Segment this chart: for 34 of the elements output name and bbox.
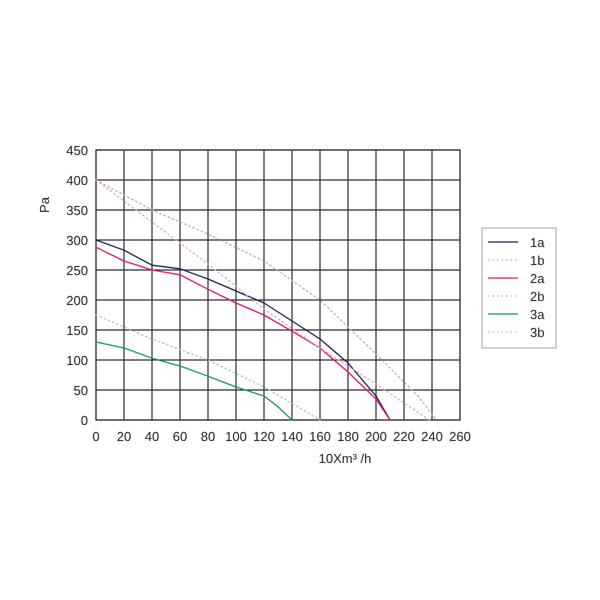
legend-label: 1a — [530, 235, 546, 250]
x-tick-label: 240 — [421, 429, 443, 444]
x-tick-label: 140 — [281, 429, 303, 444]
x-tick-label: 0 — [92, 429, 100, 444]
y-tick-label: 200 — [66, 293, 88, 308]
legend-label: 2a — [530, 271, 546, 286]
x-tick-label: 220 — [393, 429, 415, 444]
y-tick-label: 400 — [66, 173, 88, 188]
y-tick-label: 100 — [66, 353, 88, 368]
y-tick-label: 0 — [80, 413, 88, 428]
x-tick-label: 120 — [253, 429, 275, 444]
line-series — [95, 314, 321, 421]
x-tick-label: 180 — [337, 429, 359, 444]
legend-label: 3b — [530, 325, 544, 340]
y-axis-title: Pa — [37, 196, 52, 213]
x-tick-label: 260 — [449, 429, 471, 444]
legend-label: 2b — [530, 289, 544, 304]
x-tick-label: 20 — [116, 429, 132, 444]
y-tick-label: 450 — [66, 143, 88, 158]
y-tick-label: 150 — [66, 323, 88, 338]
x-tick-label: 60 — [172, 429, 188, 444]
y-tick-label: 350 — [66, 203, 88, 218]
x-tick-label: 200 — [365, 429, 387, 444]
legend-label: 1b — [530, 253, 544, 268]
x-tick-label: 80 — [200, 429, 216, 444]
y-tick-label: 300 — [66, 233, 88, 248]
legend-label: 3a — [530, 307, 546, 322]
y-tick-label: 50 — [74, 383, 88, 398]
x-tick-label: 100 — [225, 429, 247, 444]
y-tick-label: 250 — [66, 263, 88, 278]
x-axis-title: 10Xm³ /h — [318, 451, 372, 466]
x-tick-label: 160 — [309, 429, 331, 444]
line-series — [95, 341, 293, 421]
x-tick-label: 40 — [144, 429, 160, 444]
